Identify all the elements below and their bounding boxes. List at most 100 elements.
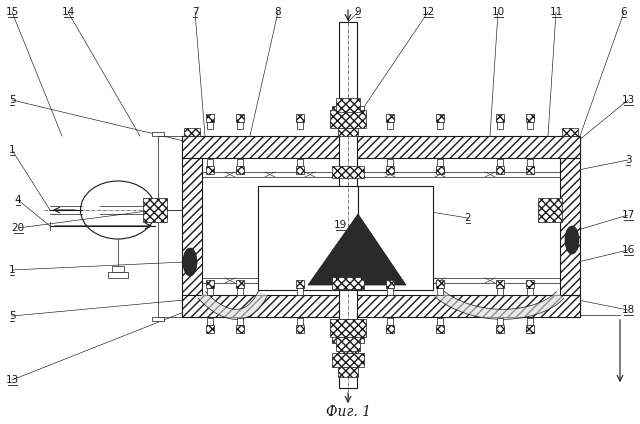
Bar — [237, 318, 243, 325]
Bar — [386, 166, 394, 174]
Bar — [112, 266, 124, 272]
Bar — [338, 120, 358, 128]
Bar — [436, 114, 444, 122]
Bar — [562, 128, 578, 136]
Bar — [296, 280, 304, 288]
Bar — [526, 114, 534, 122]
Text: Фиг. 1: Фиг. 1 — [326, 405, 371, 419]
Bar — [152, 132, 164, 136]
Bar — [296, 114, 304, 122]
Text: 8: 8 — [275, 7, 282, 17]
Polygon shape — [308, 214, 406, 285]
Bar — [527, 159, 533, 166]
Ellipse shape — [565, 226, 579, 254]
Bar — [207, 122, 213, 129]
Bar — [387, 122, 393, 129]
Bar — [336, 337, 360, 351]
Bar — [496, 114, 504, 122]
Bar — [258, 186, 358, 290]
Bar — [387, 318, 393, 325]
Bar — [437, 159, 443, 166]
Bar — [237, 122, 243, 129]
Bar — [297, 122, 303, 129]
Bar — [527, 122, 533, 129]
Bar — [526, 280, 534, 288]
Bar — [497, 288, 503, 295]
Bar — [207, 159, 213, 166]
Bar — [496, 325, 504, 333]
Text: 16: 16 — [621, 245, 635, 255]
Bar — [297, 159, 303, 166]
Bar — [339, 22, 357, 388]
Bar — [236, 114, 244, 122]
Text: 1: 1 — [9, 145, 15, 155]
Bar — [336, 98, 360, 112]
Text: 5: 5 — [9, 311, 15, 321]
Polygon shape — [198, 291, 268, 319]
Bar — [207, 318, 213, 325]
Text: 17: 17 — [621, 210, 635, 220]
Text: 1: 1 — [9, 265, 15, 275]
Ellipse shape — [183, 248, 197, 276]
Bar — [437, 318, 443, 325]
Bar — [236, 280, 244, 288]
Bar — [496, 280, 504, 288]
Bar — [387, 288, 393, 295]
Bar — [437, 288, 443, 295]
Bar — [358, 186, 433, 290]
Bar — [332, 353, 364, 367]
Bar — [206, 166, 214, 174]
Bar — [526, 166, 534, 174]
Bar — [297, 288, 303, 295]
Bar — [437, 122, 443, 129]
Bar — [182, 295, 580, 317]
Bar — [206, 114, 214, 122]
Bar — [497, 122, 503, 129]
Bar — [207, 288, 213, 295]
Text: 13: 13 — [5, 375, 19, 385]
Bar — [332, 106, 364, 120]
Bar — [338, 343, 358, 353]
Bar — [387, 159, 393, 166]
Text: 9: 9 — [355, 7, 362, 17]
Bar — [108, 272, 128, 278]
Bar — [297, 318, 303, 325]
Bar — [236, 325, 244, 333]
Bar — [560, 136, 580, 317]
Bar — [496, 166, 504, 174]
Bar — [386, 325, 394, 333]
Text: 5: 5 — [9, 95, 15, 105]
Bar — [332, 329, 364, 343]
Bar — [538, 198, 562, 222]
Text: 3: 3 — [625, 155, 631, 165]
Bar — [182, 136, 580, 158]
Text: 20: 20 — [12, 223, 24, 233]
Text: 13: 13 — [621, 95, 635, 105]
Bar — [237, 159, 243, 166]
Text: 18: 18 — [621, 305, 635, 315]
Text: 6: 6 — [621, 7, 627, 17]
Polygon shape — [435, 289, 564, 319]
Text: 4: 4 — [15, 195, 21, 205]
Bar — [143, 198, 167, 222]
Text: 11: 11 — [549, 7, 563, 17]
Bar — [386, 280, 394, 288]
Bar — [338, 367, 358, 377]
Text: 7: 7 — [192, 7, 198, 17]
Text: 10: 10 — [492, 7, 504, 17]
Bar — [296, 166, 304, 174]
Bar — [527, 318, 533, 325]
Bar — [236, 166, 244, 174]
Bar — [527, 288, 533, 295]
Bar — [497, 159, 503, 166]
Bar — [436, 325, 444, 333]
Bar — [526, 325, 534, 333]
Bar — [184, 128, 200, 136]
Text: 2: 2 — [465, 213, 471, 223]
Bar — [332, 277, 364, 289]
Bar — [436, 280, 444, 288]
Bar — [206, 280, 214, 288]
Text: 12: 12 — [421, 7, 435, 17]
Text: 15: 15 — [5, 7, 19, 17]
Bar — [436, 166, 444, 174]
